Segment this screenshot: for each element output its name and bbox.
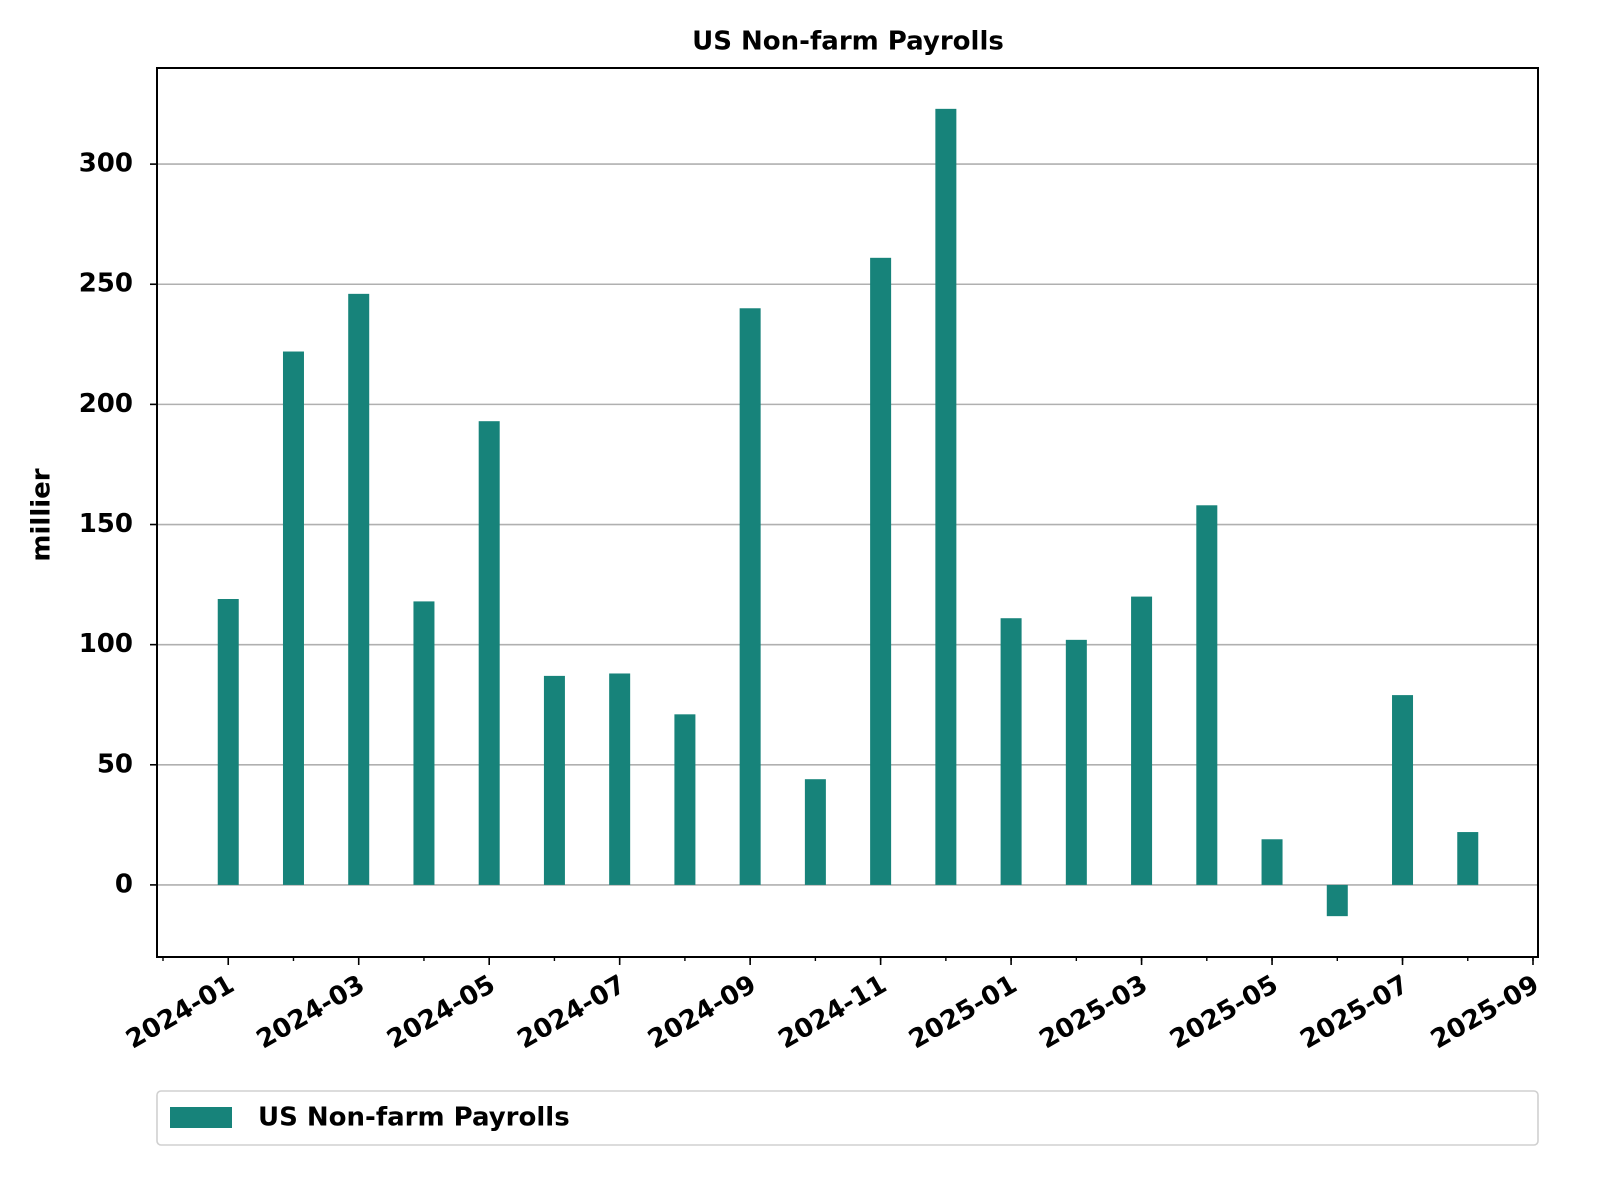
bar — [543, 675, 565, 885]
bar — [804, 779, 826, 885]
x-tick-label: 2025-01 — [904, 970, 1022, 1056]
bar — [1000, 618, 1022, 885]
y-tick-label: 100 — [79, 629, 133, 659]
y-tick-label: 250 — [79, 269, 133, 299]
x-tick-label: 2024-09 — [643, 970, 761, 1056]
bar — [609, 673, 631, 885]
y-tick-label: 300 — [79, 149, 133, 179]
chart-title: US Non-farm Payrolls — [692, 27, 1004, 57]
bar — [1065, 639, 1087, 885]
bar — [478, 421, 500, 885]
x-tick-label: 2025-09 — [1426, 970, 1544, 1056]
y-tick-label: 200 — [79, 389, 133, 419]
bar — [1392, 695, 1414, 885]
bar — [870, 257, 892, 885]
bar — [348, 293, 370, 885]
y-tick-label: 150 — [79, 509, 133, 539]
y-tick-label: 0 — [115, 869, 133, 899]
x-tick-label: 2024-11 — [774, 970, 892, 1056]
x-tick-label: 2024-03 — [252, 970, 370, 1056]
bar — [674, 714, 696, 885]
bar — [413, 601, 435, 885]
bar — [1196, 505, 1218, 885]
x-tick-label: 2025-05 — [1165, 970, 1283, 1056]
bar — [935, 108, 957, 885]
x-tick-label: 2025-07 — [1295, 970, 1413, 1056]
plot-frame — [156, 67, 1539, 958]
bar — [1326, 884, 1348, 917]
bar — [1457, 832, 1479, 885]
x-tick-label: 2024-07 — [513, 970, 631, 1056]
legend-label: US Non-farm Payrolls — [258, 1103, 570, 1133]
x-tick-label: 2024-05 — [382, 970, 500, 1056]
x-tick-label: 2025-03 — [1034, 970, 1152, 1056]
y-tick-label: 50 — [97, 749, 133, 779]
bar — [1131, 596, 1153, 885]
y-axis-label: millier — [27, 468, 57, 561]
legend-swatch — [170, 1107, 232, 1128]
bar — [282, 351, 304, 885]
legend-box — [156, 1090, 1539, 1146]
x-tick-label: 2024-01 — [121, 970, 239, 1056]
bar — [739, 308, 761, 885]
bar — [1261, 839, 1283, 885]
bar — [217, 598, 239, 885]
